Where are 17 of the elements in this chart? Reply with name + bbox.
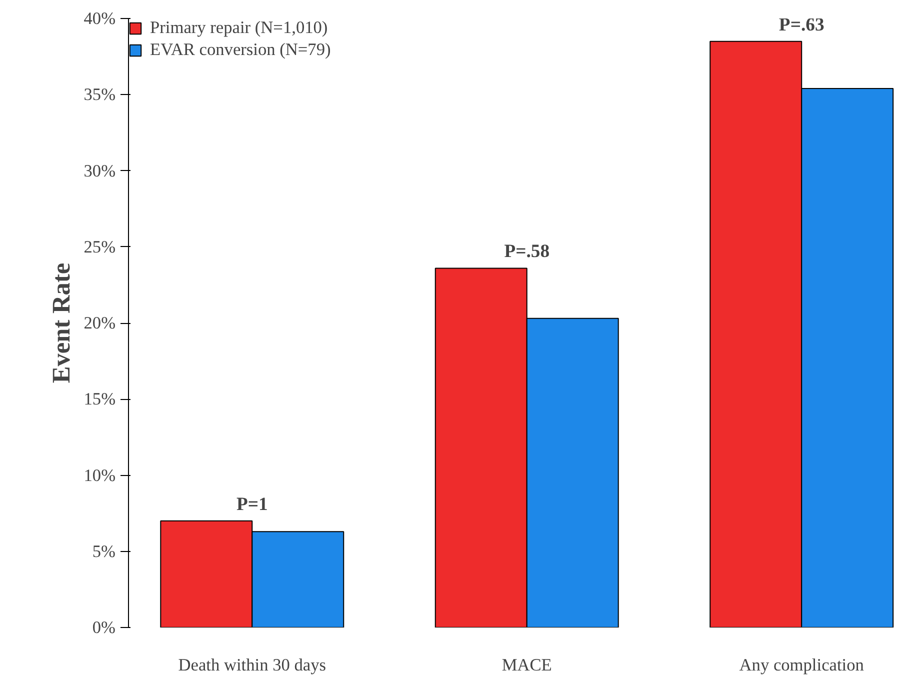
y-tick-label: 35%: [84, 85, 116, 104]
annotation: P=.58: [504, 241, 550, 262]
y-tick-label: 40%: [84, 9, 116, 28]
y-tick-label: 30%: [84, 161, 116, 180]
x-tick-label: Death within 30 days: [178, 656, 326, 674]
x-tick-label: Any complication: [739, 656, 864, 674]
legend-label: EVAR conversion (N=79): [150, 40, 331, 60]
y-tick-label: 15%: [84, 390, 116, 409]
y-axis-title: Event Rate: [48, 262, 76, 384]
y-tick-label: 0%: [92, 618, 116, 637]
y-tick-label: 10%: [84, 466, 116, 485]
annotation: P=1: [236, 494, 268, 515]
x-tick-label: MACE: [502, 656, 552, 674]
y-tick-label: 20%: [84, 314, 116, 332]
y-tick-label: 25%: [84, 237, 116, 256]
y-tick-label: 5%: [92, 542, 116, 561]
legend-label: Primary repair (N=1,010): [150, 18, 328, 38]
